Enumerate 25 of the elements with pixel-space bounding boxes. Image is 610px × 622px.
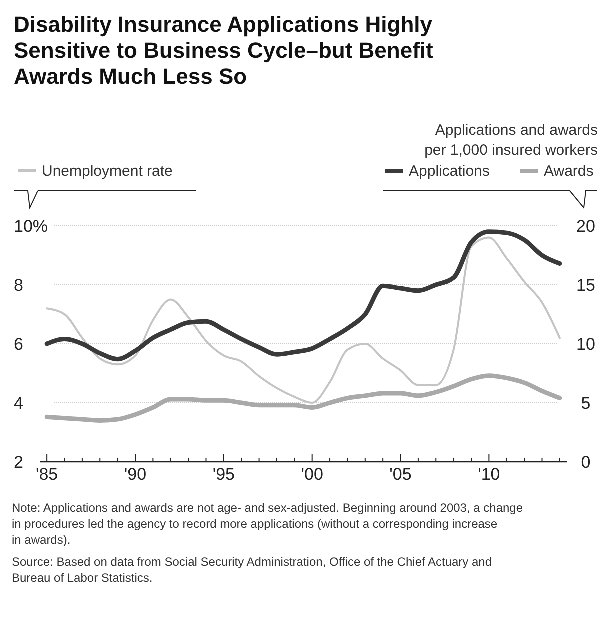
line-series	[44, 374, 562, 423]
y-tick-label: 4	[14, 394, 24, 413]
line-series	[46, 236, 561, 404]
x-tick-label: '85	[36, 465, 58, 484]
x-tick-label: '95	[212, 465, 235, 484]
y-tick-label: 2	[14, 453, 24, 472]
legend-label: Awards	[544, 163, 594, 180]
y2-axis-title: Applications and awards per 1,000 insured workers	[424, 122, 598, 159]
legend-label: Unemployment rate	[42, 163, 173, 180]
text: Note: Applications and awards are not age- and sex-adjusted. Beginning around 2003, a change in procedures led the agency to record more applications (without a corresponding increase in awards).	[12, 501, 524, 547]
x-tick-label: '05	[390, 465, 412, 484]
x-tick-label: '10	[478, 465, 500, 484]
y2-tick-label: 15	[576, 276, 596, 295]
legend-label: Applications	[409, 163, 490, 180]
x-tick-label: '00	[301, 465, 324, 484]
y2-tick-label: 20	[576, 217, 596, 236]
source-note: Source: Based on data from Social Security Administration, Office of the Chief Actuary and Bureau of Labor Statistics.	[12, 555, 492, 585]
y2-tick-label: 10	[576, 335, 596, 354]
chart-title: Disability Insurance Applications Highly Sensitive to Business Cycle–but Benefit Awards Much Less So	[14, 12, 434, 89]
y-tick-label: 8	[14, 276, 24, 295]
y-tick-label: 10%	[14, 217, 48, 236]
y-tick-label: 6	[14, 335, 24, 354]
y2-tick-label: 0	[581, 453, 591, 472]
x-tick-label: '90	[124, 465, 147, 484]
y2-tick-label: 5	[581, 394, 591, 413]
